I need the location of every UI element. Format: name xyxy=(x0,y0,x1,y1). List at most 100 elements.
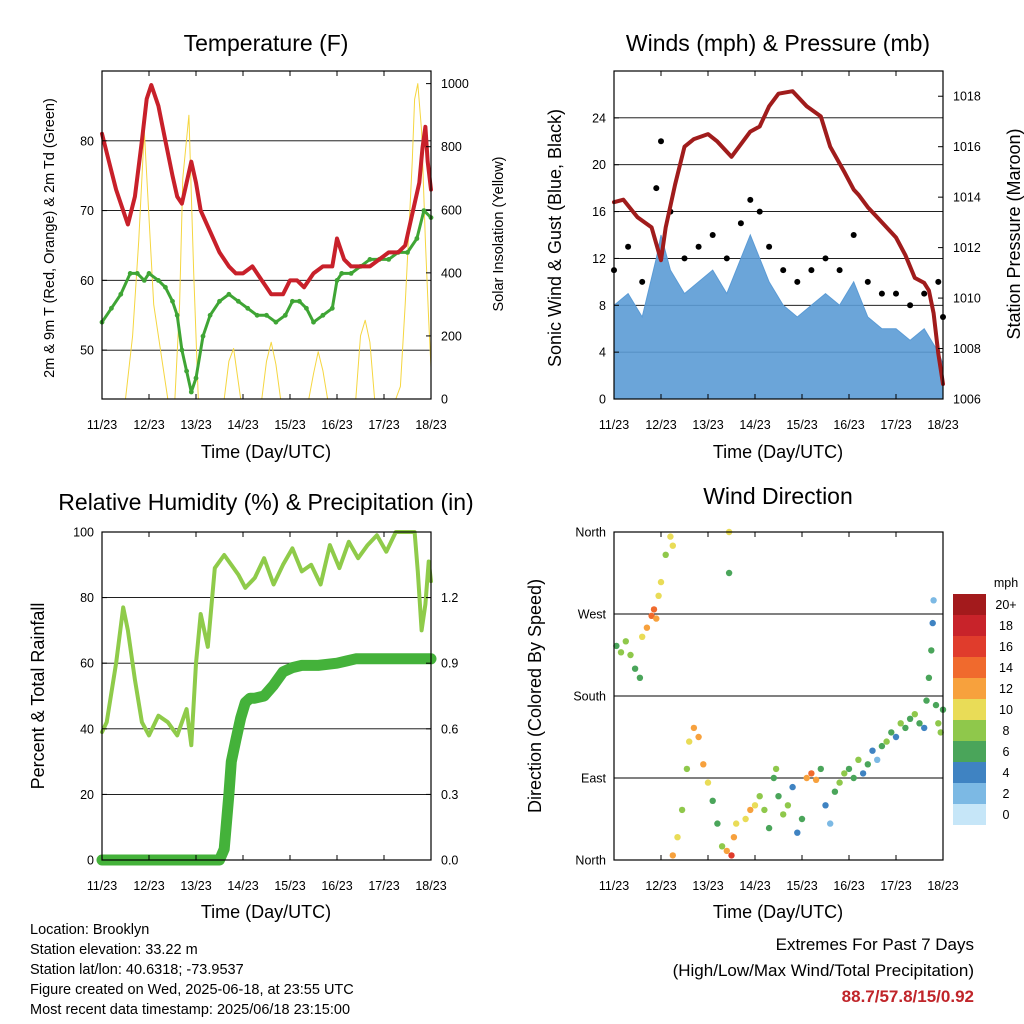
colorbar-label: 2 xyxy=(1003,787,1010,801)
direction-point xyxy=(613,642,620,650)
y-tick-label: 80 xyxy=(80,591,94,605)
dewpoint-point xyxy=(273,319,279,325)
dewpoint-point xyxy=(414,236,420,241)
humidity-ylabel: Percent & Total Rainfall xyxy=(28,603,48,790)
colorbar-swatch xyxy=(953,741,986,762)
colorbar-label: 12 xyxy=(999,682,1013,696)
colorbar-swatch xyxy=(953,720,986,741)
colorbar-swatch xyxy=(953,636,986,657)
y-tick-label: 1010 xyxy=(953,292,981,306)
gust-point xyxy=(639,278,646,285)
colorbar-swatch xyxy=(953,783,986,804)
x-tick-label: 18/23 xyxy=(415,418,446,432)
x-tick-label: 14/23 xyxy=(227,418,258,432)
colorbar-title: mph xyxy=(994,576,1018,590)
y-tick-label: 0 xyxy=(87,854,94,868)
gust-point xyxy=(864,278,871,285)
direction-point xyxy=(831,788,839,795)
direction-point xyxy=(878,742,886,750)
temperature-title: Temperature (F) xyxy=(184,30,349,56)
direction-point xyxy=(869,747,876,754)
direction-point xyxy=(841,770,848,777)
y-tick-label: 200 xyxy=(441,329,462,343)
solar-insolation-line xyxy=(101,83,432,400)
direction-point xyxy=(669,852,676,859)
dewpoint-point xyxy=(109,305,114,311)
colorbar-swatch xyxy=(953,678,986,699)
direction-point xyxy=(617,649,625,656)
x-tick-label: 15/23 xyxy=(786,418,817,432)
direction-point xyxy=(789,783,796,791)
x-tick-label: 16/23 xyxy=(321,418,352,432)
direction-point xyxy=(775,793,782,800)
x-tick-label: 13/23 xyxy=(692,418,723,432)
direction-panel: Wind Direction North East South West North 1… xyxy=(525,483,1018,922)
dewpoint-point xyxy=(141,278,147,283)
sonic-wind-area xyxy=(613,233,944,400)
direction-point xyxy=(669,542,676,549)
direction-point xyxy=(794,829,801,836)
direction-point xyxy=(733,820,740,827)
direction-point xyxy=(784,802,792,809)
dewpoint-point xyxy=(254,312,260,318)
humidity-plot-frame xyxy=(101,531,432,861)
dewpoint-point xyxy=(170,298,175,304)
temperature-panel: Temperature (F) 50 60 70 80 0 200 400 600 800 10… xyxy=(42,30,507,462)
direction-point xyxy=(874,756,881,763)
direction-point xyxy=(700,761,707,768)
direction-point xyxy=(937,729,944,736)
dewpoint-point xyxy=(156,278,161,283)
direction-point xyxy=(932,701,940,709)
winds-panel: Winds (mph) & Pressure (mb) 04812162024 … xyxy=(545,30,1024,462)
y-tick-label: 80 xyxy=(80,134,94,148)
y-tick-label: 100 xyxy=(73,526,94,540)
x-tick-label: 12/23 xyxy=(133,879,164,893)
temperature-plot-frame xyxy=(101,70,432,400)
y-tick-label: 20 xyxy=(592,158,606,172)
direction-point xyxy=(742,815,749,823)
speed-colorbar: mph 20+ 18 16 14 12 10 8 6 4 2 0 xyxy=(953,576,1018,825)
y-tick-label: 400 xyxy=(441,266,462,280)
winds-xlabel: Time (Day/UTC) xyxy=(713,442,843,462)
x-tick-label: 14/23 xyxy=(227,879,258,893)
y-tick-label: 60 xyxy=(80,657,94,671)
y-tick-label: 0.0 xyxy=(441,854,458,868)
extremes-box: Extremes For Past 7 Days (High/Low/Max W… xyxy=(673,932,974,1010)
gust-point xyxy=(907,302,914,309)
humidity-panel: Relative Humidity (%) & Precipitation (i… xyxy=(28,489,474,922)
direction-point xyxy=(695,733,702,741)
dewpoint-point xyxy=(127,271,133,276)
direction-point xyxy=(657,578,665,586)
dewpoint-point xyxy=(134,271,140,276)
direction-point xyxy=(929,619,936,627)
dewpoint-point xyxy=(188,389,194,395)
gust-point xyxy=(695,243,702,250)
winds-y-ticks: 0 4 8 12 16 20 24 xyxy=(592,111,619,407)
dewpoint-point xyxy=(311,319,316,325)
direction-ylabel: Direction (Colored By Speed) xyxy=(525,579,545,813)
y-tick-label: 1000 xyxy=(441,77,469,91)
humidity-series xyxy=(96,530,437,866)
location-text: Location: Brooklyn xyxy=(30,922,150,938)
direction-point xyxy=(772,765,780,773)
colorbar-label: 14 xyxy=(999,661,1013,675)
humidity-title: Relative Humidity (%) & Precipitation (i… xyxy=(58,489,473,515)
direction-point xyxy=(636,674,644,681)
dewpoint-point xyxy=(421,208,427,214)
gust-point xyxy=(747,196,754,203)
dewpoint-point xyxy=(320,312,326,318)
direction-point xyxy=(928,647,935,654)
direction-point xyxy=(643,624,651,631)
direction-point xyxy=(925,674,933,681)
direction-point xyxy=(765,824,773,832)
x-tick-label: 14/23 xyxy=(739,879,770,893)
direction-point xyxy=(761,806,768,814)
direction-point xyxy=(650,606,658,613)
direction-point xyxy=(662,551,669,558)
colorbar-label: 6 xyxy=(1003,745,1010,759)
dewpoint-point xyxy=(339,271,345,276)
extremes-heading: Extremes For Past 7 Days xyxy=(775,935,974,954)
direction-point xyxy=(627,651,634,659)
created-text: Figure created on Wed, 2025-06-18, at 23… xyxy=(30,982,354,998)
direction-point xyxy=(888,729,895,736)
